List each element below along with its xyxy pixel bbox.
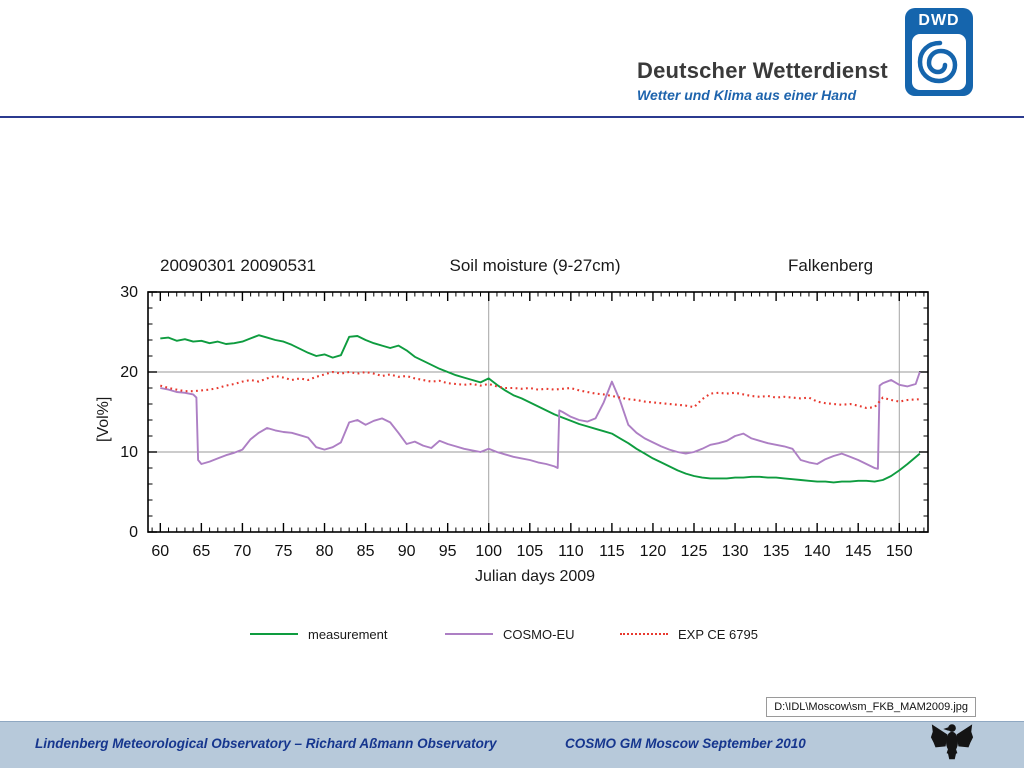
svg-text:60: 60 bbox=[151, 543, 169, 560]
footer-bar: Lindenberg Meteorological Observatory – … bbox=[0, 721, 1024, 768]
header-divider bbox=[0, 116, 1024, 118]
svg-text:110: 110 bbox=[558, 543, 584, 560]
svg-text:85: 85 bbox=[357, 543, 375, 560]
legend-item-cosmo-eu: COSMO-EU bbox=[445, 624, 575, 644]
svg-text:90: 90 bbox=[398, 543, 416, 560]
svg-text:130: 130 bbox=[722, 543, 749, 560]
svg-text:145: 145 bbox=[845, 543, 872, 560]
footer-observatory-text: Lindenberg Meteorological Observatory – … bbox=[35, 736, 497, 751]
svg-text:100: 100 bbox=[475, 543, 502, 560]
svg-text:115: 115 bbox=[599, 543, 625, 560]
dwd-logo: DWD bbox=[905, 8, 973, 96]
cyclone-spiral-icon bbox=[912, 34, 966, 90]
svg-text:120: 120 bbox=[640, 543, 667, 560]
svg-text:80: 80 bbox=[316, 543, 334, 560]
svg-text:10: 10 bbox=[120, 444, 138, 461]
legend-item-exp-ce: EXP CE 6795 bbox=[620, 624, 758, 644]
chart-canvas: 60 65 70 75 80 85 90 95 100 105 110 115 120 125 130 135… bbox=[120, 284, 929, 560]
legend-label-exp-ce: EXP CE 6795 bbox=[678, 626, 758, 642]
svg-text:95: 95 bbox=[439, 543, 457, 560]
legend-swatch-measurement bbox=[250, 633, 298, 635]
legend-label-measurement: measurement bbox=[308, 626, 388, 642]
chart-title-main: Soil moisture (9-27cm) bbox=[449, 256, 621, 275]
svg-text:125: 125 bbox=[681, 543, 708, 560]
x-axis-label: Julian days 2009 bbox=[474, 568, 596, 585]
dwd-logo-text: DWD bbox=[918, 12, 960, 29]
chart-title-location: Falkenberg bbox=[788, 256, 874, 275]
chart-legend: measurement COSMO-EU EXP CE 6795 bbox=[75, 624, 975, 648]
soil-moisture-chart: 20090301 20090531 Soil moisture (9-27cm)… bbox=[75, 240, 975, 660]
legend-swatch-exp-ce bbox=[620, 633, 668, 635]
svg-text:150: 150 bbox=[886, 543, 913, 560]
federal-eagle-icon bbox=[930, 719, 974, 766]
svg-text:0: 0 bbox=[129, 524, 138, 541]
file-path-caption: D:\IDL\Moscow\sm_FKB_MAM2009.jpg bbox=[766, 697, 976, 717]
svg-text:105: 105 bbox=[516, 543, 543, 560]
legend-label-cosmo-eu: COSMO-EU bbox=[503, 626, 575, 642]
footer-conference-text: COSMO GM Moscow September 2010 bbox=[565, 736, 806, 751]
brand-tagline: Wetter und Klima aus einer Hand bbox=[637, 87, 857, 103]
svg-text:70: 70 bbox=[234, 543, 252, 560]
chart-title-dates: 20090301 20090531 bbox=[160, 256, 316, 275]
svg-text:135: 135 bbox=[763, 543, 790, 560]
header-brand-block: Deutscher Wetterdienst Wetter und Klima … bbox=[637, 58, 888, 103]
svg-text:30: 30 bbox=[120, 284, 138, 301]
svg-text:65: 65 bbox=[192, 543, 210, 560]
svg-text:20: 20 bbox=[120, 364, 138, 381]
svg-text:140: 140 bbox=[804, 543, 831, 560]
legend-swatch-cosmo-eu bbox=[445, 633, 493, 635]
brand-title: Deutscher Wetterdienst bbox=[637, 58, 888, 83]
legend-item-measurement: measurement bbox=[250, 624, 387, 644]
svg-text:75: 75 bbox=[275, 543, 293, 560]
